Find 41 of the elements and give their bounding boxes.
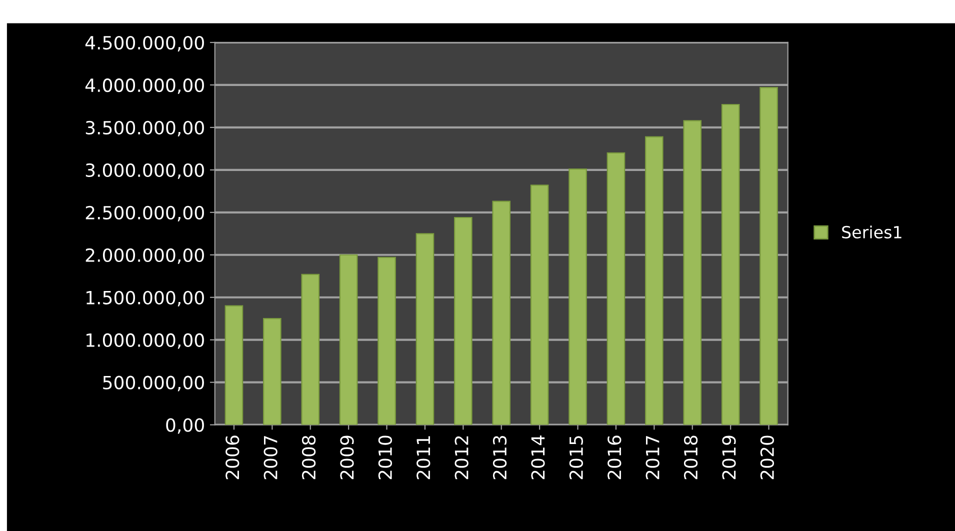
- bar: [645, 136, 664, 425]
- bar: [301, 274, 320, 425]
- bar: [224, 305, 244, 425]
- x-tick-label: 2015: [569, 436, 584, 480]
- x-tick-label: 2019: [722, 436, 736, 480]
- bar: [683, 120, 702, 425]
- x-tick-label: 2017: [646, 436, 660, 480]
- y-tick-label: 500.000,00: [103, 376, 204, 392]
- y-tick-label: 1.000.000,00: [86, 333, 204, 349]
- bar: [492, 200, 511, 425]
- x-tick-label: 2006: [226, 436, 240, 480]
- y-tick-label: 0,00: [166, 418, 204, 434]
- x-tick-label: 2010: [378, 436, 392, 480]
- bar: [606, 152, 626, 425]
- x-tick-label: 2009: [340, 436, 354, 480]
- x-tick-label: 2020: [760, 436, 774, 480]
- x-tick-label: 2008: [302, 436, 316, 480]
- x-tick-label: 2011: [416, 436, 430, 480]
- y-tick-label: 3.500.000,00: [86, 120, 204, 136]
- bar: [454, 216, 472, 425]
- y-tick-label: 4.000.000,00: [85, 78, 204, 94]
- x-tick-label: 2014: [531, 436, 545, 480]
- y-tick-label: 2.000.000,00: [86, 248, 204, 264]
- bar: [721, 104, 740, 425]
- bar: [263, 318, 282, 425]
- x-tick-label: 2018: [684, 436, 698, 480]
- bar: [416, 233, 434, 425]
- x-tick-label: 2007: [264, 436, 278, 480]
- bar: [568, 168, 587, 425]
- bar: [378, 256, 396, 425]
- y-tick-label: 1.500.000,00: [86, 290, 204, 306]
- x-tick-label: 2012: [454, 436, 468, 480]
- y-tick-label: 2.500.000,00: [86, 206, 204, 222]
- y-tick-label: 3.000.000,00: [86, 163, 204, 179]
- bar: [339, 254, 358, 425]
- x-tick-label: 2016: [608, 436, 622, 480]
- legend-label: Series1: [842, 226, 902, 238]
- bar: [530, 184, 549, 425]
- x-tick-label: 2013: [492, 436, 507, 480]
- bar: [760, 86, 778, 425]
- y-tick-label: 4.500.000,00: [85, 36, 204, 52]
